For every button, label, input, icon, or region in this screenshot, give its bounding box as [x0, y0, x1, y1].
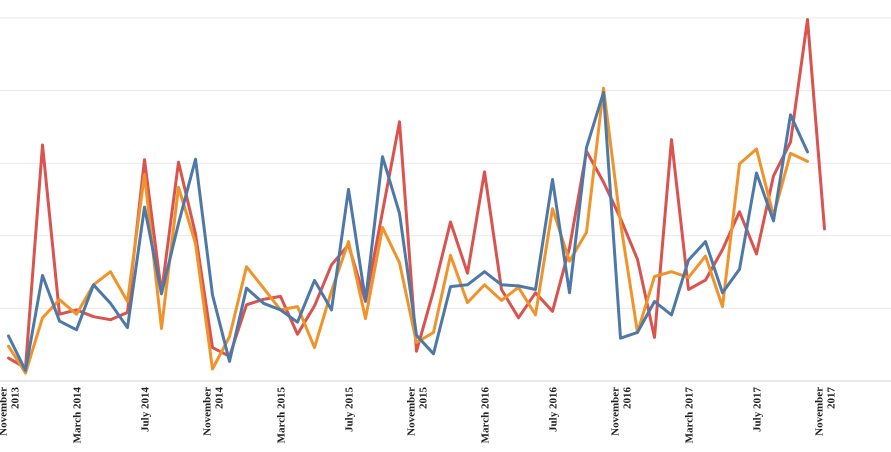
- x-tick-label-line: 2013: [10, 387, 22, 410]
- x-tick-label: July 2017: [752, 387, 764, 432]
- x-tick-label: November 2016: [610, 387, 634, 436]
- x-tick-label-line: 2016: [622, 387, 634, 410]
- x-tick-label: March 2016: [480, 387, 492, 444]
- series-line-3: [7, 90, 809, 372]
- x-tick-label-line: November: [406, 387, 418, 436]
- x-tick-label: November 2017: [814, 387, 838, 436]
- x-axis-tick-labels: November 2013 March 2014 July 2014 November 2…: [0, 387, 838, 444]
- series-lines: [7, 18, 826, 375]
- x-tick-label-line: July 2017: [752, 387, 764, 432]
- x-tick-label: March 2015: [276, 387, 288, 444]
- x-tick-label: March 2014: [72, 387, 84, 444]
- x-tick-label-line: July 2016: [548, 387, 560, 432]
- x-tick-label-line: July 2015: [344, 387, 356, 432]
- x-tick-label-line: 2017: [826, 387, 838, 410]
- x-tick-label-line: 2015: [418, 387, 430, 410]
- x-tick-label: July 2014: [140, 387, 152, 432]
- x-tick-label-line: 2014: [214, 387, 226, 410]
- x-tick-label: July 2015: [344, 387, 356, 432]
- x-tick-label-line: November: [610, 387, 622, 436]
- x-tick-label-line: March 2016: [480, 387, 492, 444]
- x-tick-label: November 2013: [0, 387, 22, 436]
- x-tick-label-line: March 2014: [72, 387, 84, 444]
- x-tick-label-line: July 2014: [140, 387, 152, 432]
- x-tick-label-line: March 2017: [684, 387, 696, 444]
- x-tick-label-line: November: [0, 387, 10, 436]
- x-tick-label: July 2016: [548, 387, 560, 432]
- x-tick-label-line: November: [202, 387, 214, 436]
- series-line-2: [7, 86, 809, 375]
- x-tick-label: March 2017: [684, 387, 696, 444]
- x-tick-label-line: November: [814, 387, 826, 436]
- x-tick-label: November 2015: [406, 387, 430, 436]
- x-tick-label: November 2014: [202, 387, 226, 436]
- gridlines: [0, 17, 891, 309]
- series-line-1: [7, 18, 826, 370]
- x-tick-label-line: March 2015: [276, 387, 288, 444]
